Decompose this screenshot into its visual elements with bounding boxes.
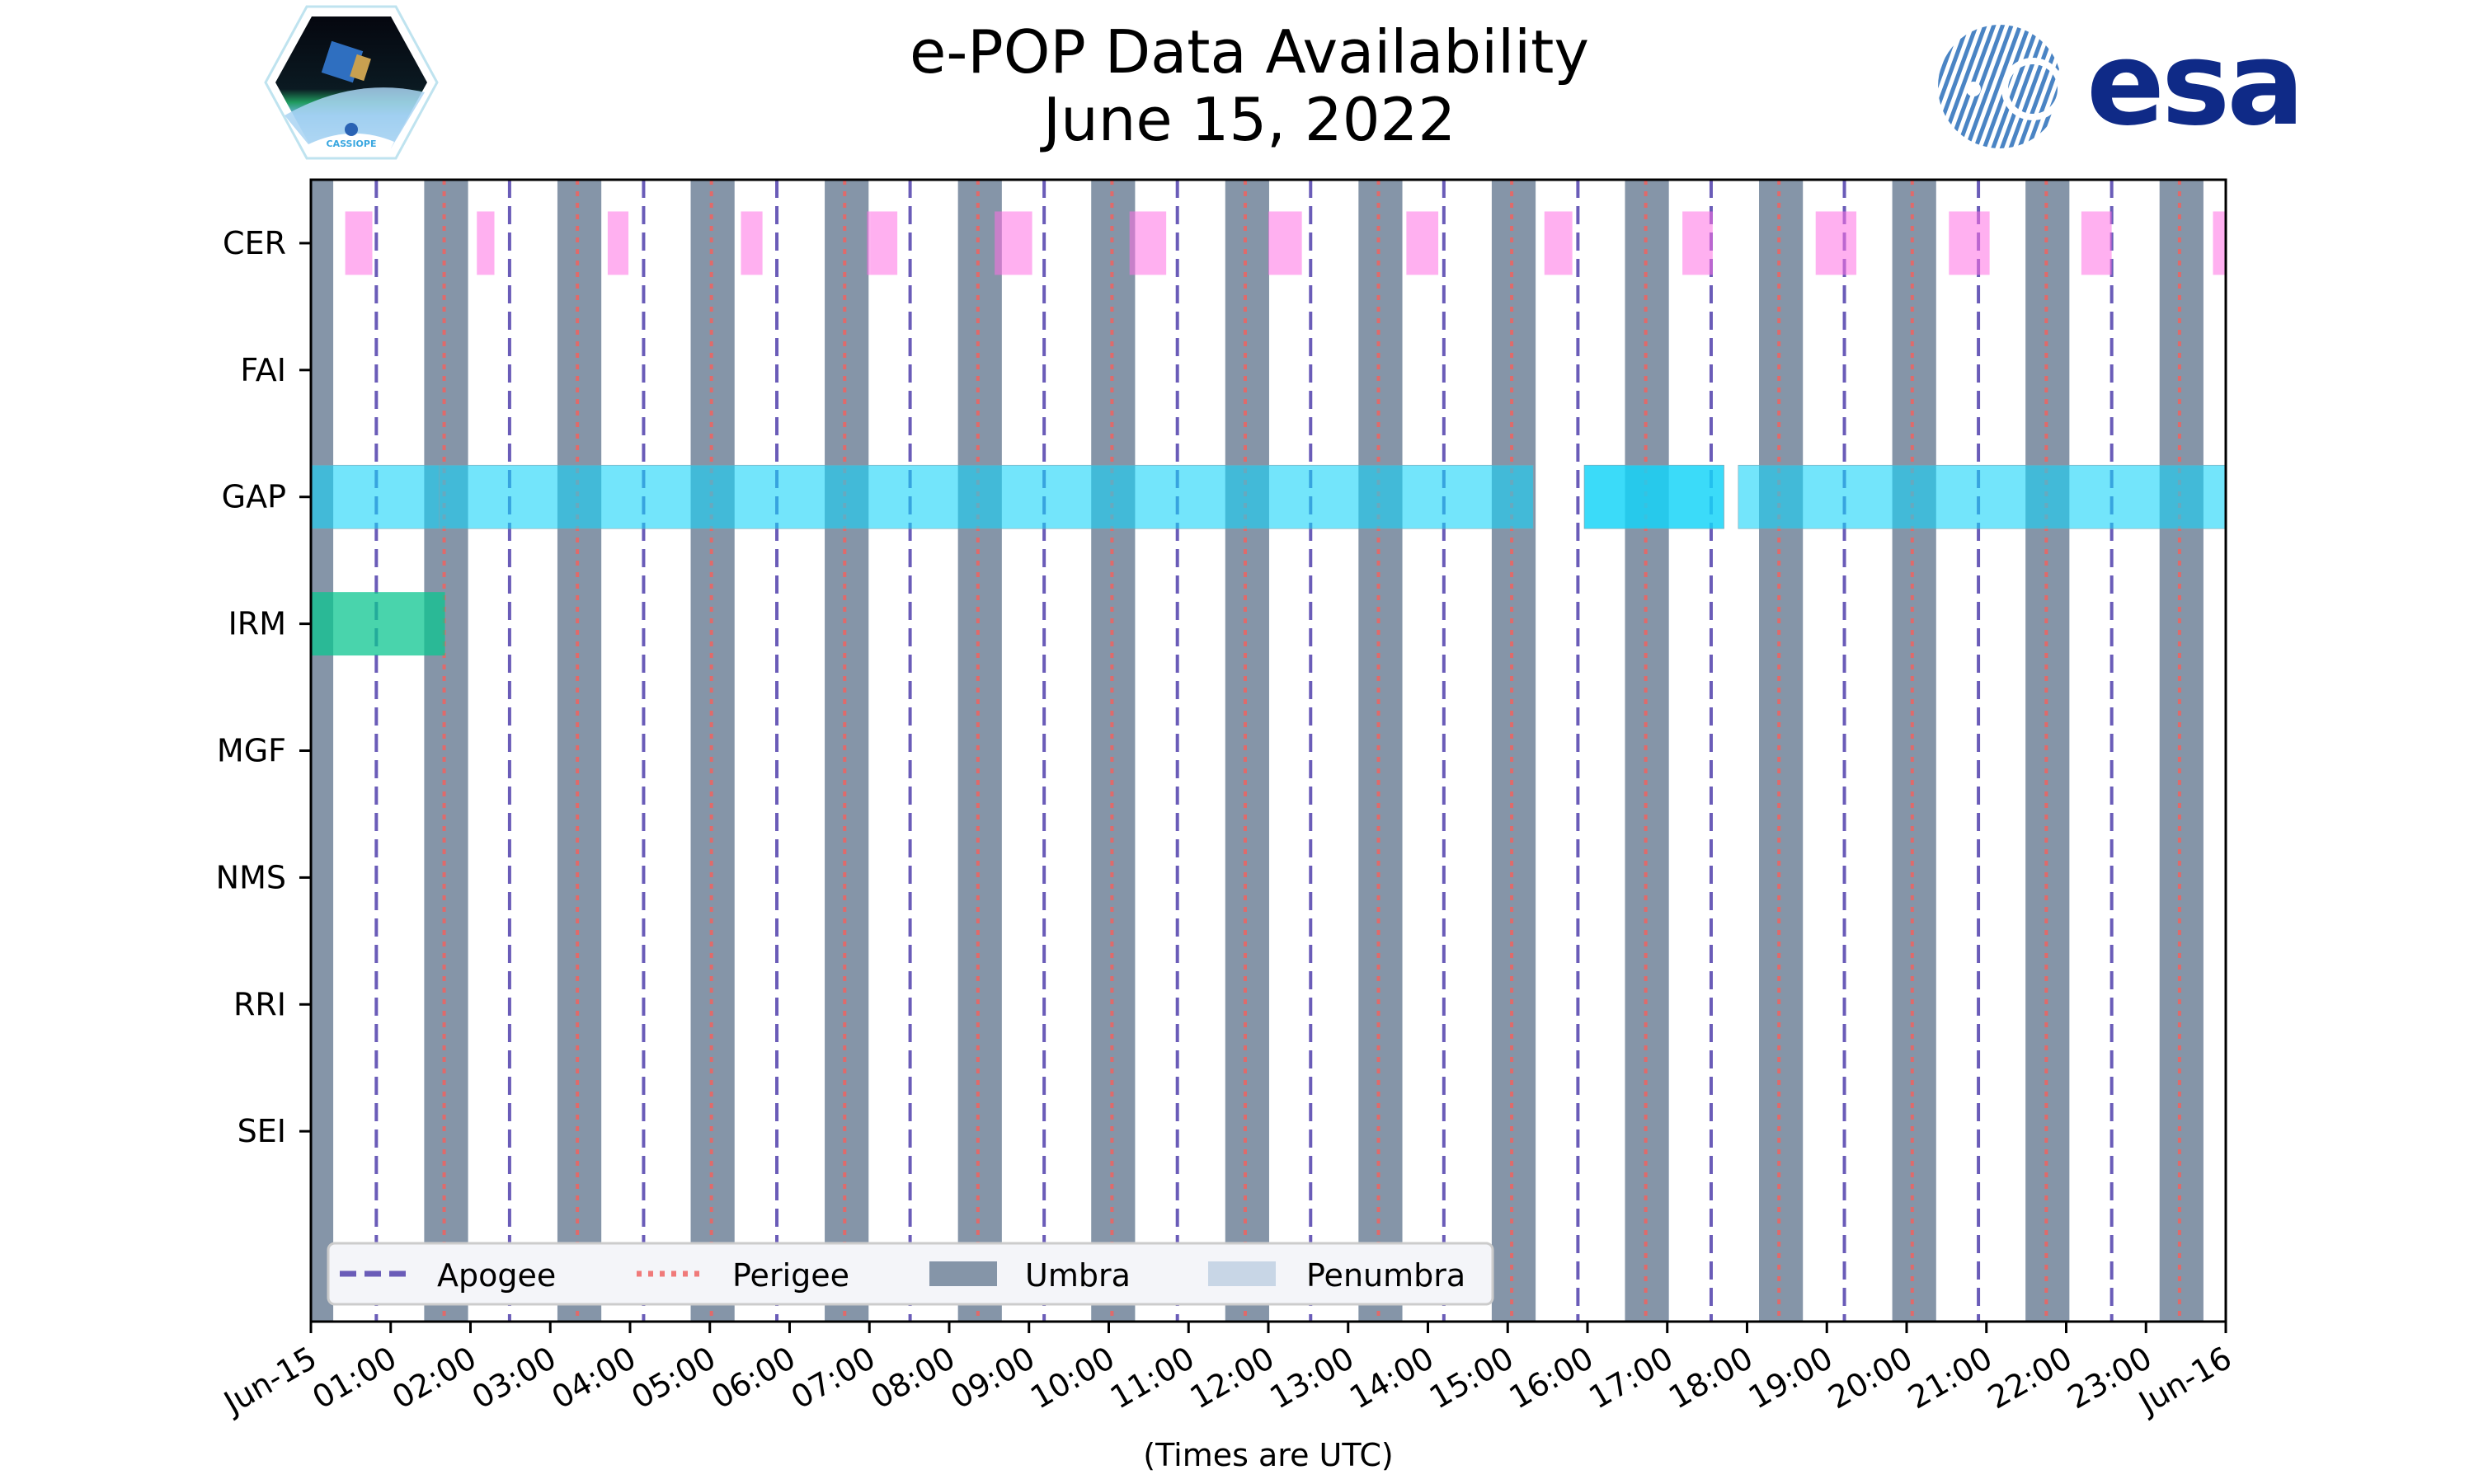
legend: Apogee Perigee Umbra Penumbra [327, 1242, 1494, 1306]
legend-umbra-swatch [929, 1261, 997, 1286]
x-tick-label: 06:00 [705, 1340, 802, 1416]
x-axis-label: (Times are UTC) [1143, 1437, 1393, 1473]
umbra-band [1225, 180, 1269, 1322]
x-tick-label: 17:00 [1583, 1340, 1679, 1416]
umbra-band [1358, 180, 1403, 1322]
legend-perigee-label: Perigee [732, 1257, 849, 1294]
y-tick-label: CER [223, 225, 286, 261]
x-tick-label: 02:00 [386, 1340, 482, 1416]
umbra-band [2159, 180, 2204, 1322]
x-tick-label: 22:00 [1982, 1340, 2078, 1416]
y-tick-label: SEI [238, 1113, 286, 1149]
y-tick-label: RRI [233, 986, 286, 1022]
umbra-band [311, 180, 334, 1322]
umbra-band [957, 180, 1002, 1322]
chart-subtitle: June 15, 2022 [1040, 85, 1456, 154]
x-tick-label: Jun-16 [2132, 1340, 2238, 1422]
x-tick-label: 19:00 [1743, 1340, 1839, 1416]
plot-area [310, 180, 2227, 1322]
y-tick-label: GAP [222, 479, 286, 515]
x-tick-label: 07:00 [785, 1340, 882, 1416]
availability-bar-cer [2081, 211, 2112, 275]
umbra-band [557, 180, 602, 1322]
umbra-band [1892, 180, 1936, 1322]
umbra-band [1091, 180, 1136, 1322]
x-tick-label: 21:00 [1902, 1340, 1998, 1416]
x-tick-label: 12:00 [1184, 1340, 1281, 1416]
umbra-band [1625, 180, 1669, 1322]
x-tick-label: 09:00 [944, 1340, 1041, 1416]
availability-bar-cer [1406, 211, 1439, 275]
availability-bar-cer [1544, 211, 1573, 275]
availability-bar-cer [345, 211, 373, 275]
availability-bar-cer [1815, 211, 1857, 275]
availability-bar-cer [1949, 211, 1990, 275]
legend-penumbra-swatch [1208, 1261, 1276, 1286]
availability-bar-cer [867, 211, 871, 275]
x-tick-label: 13:00 [1263, 1340, 1360, 1416]
x-tick-label: 05:00 [625, 1340, 722, 1416]
cassiope-logo: CASSIOPE [264, 5, 439, 160]
chart-title: e-POP Data Availability [910, 17, 1589, 87]
esa-logo-text: esa [2086, 17, 2302, 152]
availability-bar-irm [311, 592, 445, 656]
x-tick-label: 15:00 [1423, 1340, 1520, 1416]
availability-bar-cer [1682, 211, 1713, 275]
availability-bar-cer [477, 211, 495, 275]
umbra-band [2025, 180, 2070, 1322]
availability-bar-gap [310, 464, 440, 529]
availability-bar-cer [2213, 211, 2226, 275]
availability-bar-gap [439, 464, 1534, 529]
umbra-band [690, 180, 735, 1322]
x-tick-label: Jun-15 [217, 1340, 323, 1422]
x-tick-label: 20:00 [1823, 1340, 1919, 1416]
umbra-band [424, 180, 468, 1322]
x-tick-label: 04:00 [546, 1340, 642, 1416]
x-tick-label: 03:00 [466, 1340, 562, 1416]
x-tick-label: 14:00 [1343, 1340, 1440, 1416]
umbra-band [825, 180, 869, 1322]
x-tick-label: 11:00 [1104, 1340, 1201, 1416]
cassiope-logo-text: CASSIOPE [327, 139, 377, 149]
legend-penumbra-label: Penumbra [1306, 1257, 1465, 1294]
umbra-band [1759, 180, 1804, 1322]
y-tick-label: IRM [228, 606, 286, 642]
y-tick-label: MGF [217, 733, 286, 769]
x-tick-label: 18:00 [1663, 1340, 1759, 1416]
umbra-band [1491, 180, 1536, 1322]
availability-bar-cer [1268, 211, 1302, 275]
availability-bar-gap [1583, 464, 1724, 529]
esa-logo: esa [1938, 17, 2305, 152]
availability-bar-cer [607, 211, 629, 275]
y-tick-label: FAI [240, 352, 286, 388]
legend-umbra-label: Umbra [1025, 1257, 1131, 1294]
availability-bar-gap [1738, 464, 2227, 529]
availability-bar-cer [870, 211, 898, 275]
y-tick-label: NMS [216, 859, 286, 895]
x-tick-label: 08:00 [865, 1340, 962, 1416]
availability-bar-cer [741, 211, 763, 275]
x-tick-label: 10:00 [1024, 1340, 1121, 1416]
availability-bar-cer [1129, 211, 1167, 275]
x-tick-label: 16:00 [1503, 1340, 1600, 1416]
legend-apogee-label: Apogee [437, 1257, 556, 1294]
legend-box [327, 1242, 1494, 1306]
availability-bar-cer [995, 211, 1032, 275]
x-tick-label: 01:00 [306, 1340, 402, 1416]
